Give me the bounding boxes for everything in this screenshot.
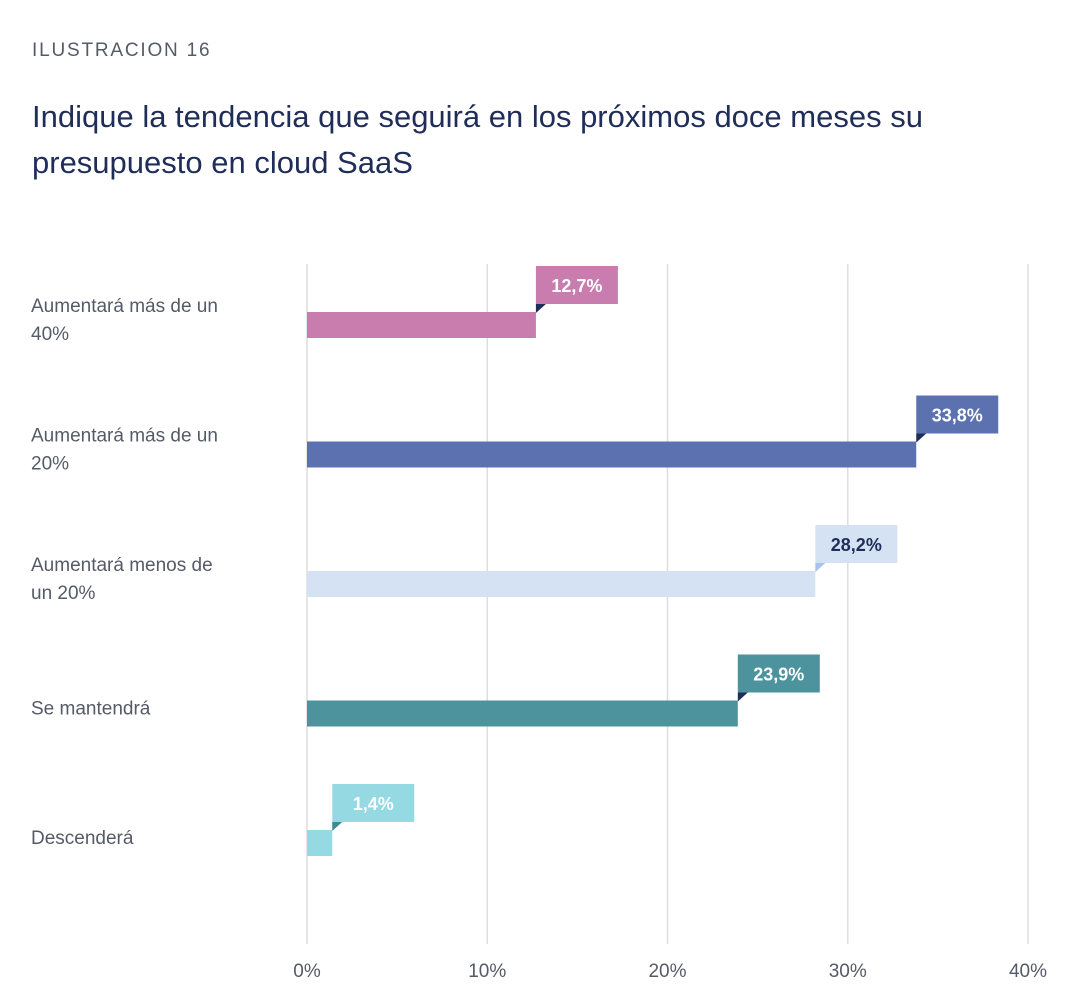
x-tick-label: 10%: [468, 961, 506, 982]
category-label: Aumentará menos de un 20%: [31, 555, 213, 604]
data-label-pointer: [815, 563, 826, 572]
category-labels: Aumentará más de un 40% Aumentará más de u…: [31, 296, 218, 849]
data-label-box: [332, 784, 415, 822]
bar: [307, 571, 816, 597]
x-tick-label: 40%: [1009, 961, 1047, 982]
category-label: Descenderá: [31, 828, 134, 849]
bar: [307, 700, 738, 727]
category-label: Se mantendrá: [31, 699, 151, 720]
data-label-pointer: [916, 433, 927, 443]
category-label: Aumentará más de un 20%: [31, 426, 218, 475]
data-label-box: [815, 525, 898, 563]
data-label: 1,4%: [353, 794, 394, 814]
bar: [307, 312, 536, 338]
data-label: 33,8%: [932, 406, 983, 426]
data-label-pointer: [535, 304, 546, 313]
gridlines: [306, 264, 1029, 944]
bars: 12,7% 33,8% 28,2% 23,9% 1,4%: [307, 266, 999, 856]
data-label: 23,9%: [753, 665, 804, 685]
data-label-box: [916, 395, 999, 434]
category-label: Aumentará más de un 40%: [31, 296, 218, 345]
x-axis-tick-labels: 0% 10% 20% 30% 40%: [293, 961, 1047, 982]
x-tick-label: 30%: [829, 961, 867, 982]
x-tick-label: 20%: [648, 961, 686, 982]
data-label-box: [535, 266, 618, 304]
chart-title: Indique la tendencia que seguirá en los …: [32, 99, 923, 180]
data-label-pointer: [332, 822, 343, 831]
data-label-box: [737, 654, 820, 693]
data-label: 28,2%: [831, 535, 882, 555]
x-tick-label: 0%: [293, 961, 321, 982]
bar: [307, 830, 333, 856]
figure-kicker: ILUSTRACION 16: [32, 40, 212, 61]
data-label-pointer: [737, 692, 748, 702]
data-label: 12,7%: [551, 276, 602, 296]
bar: [307, 441, 917, 468]
